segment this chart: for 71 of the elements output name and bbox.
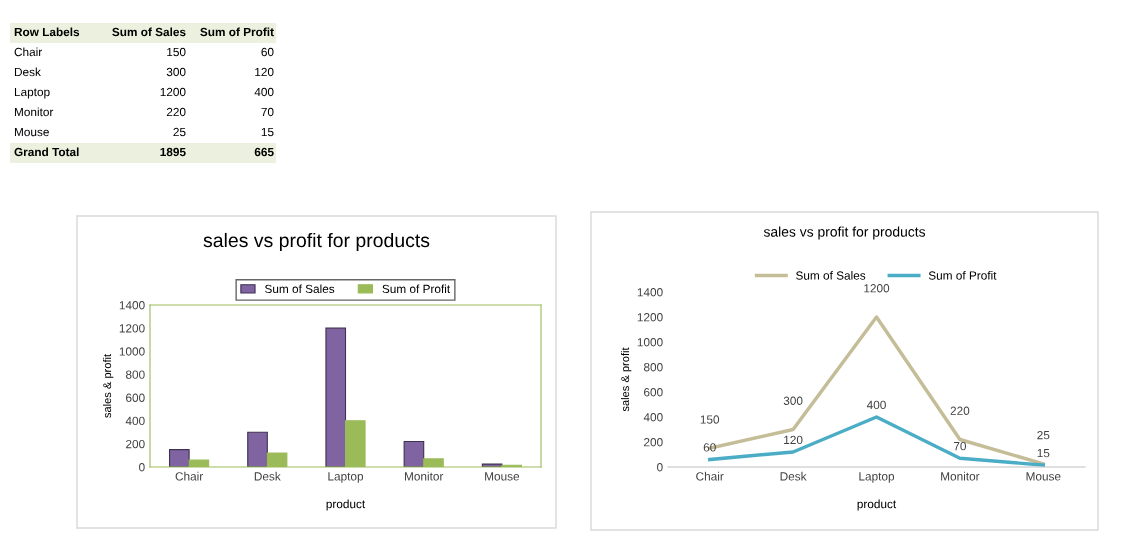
text: Monitor	[14, 107, 54, 117]
data-label: 400	[866, 400, 886, 410]
text: 300	[166, 67, 186, 77]
x-tick-label: Chair	[175, 471, 204, 481]
y-tick-label: 800	[125, 370, 145, 379]
x-tick-label: Monitor	[404, 471, 444, 481]
data-label: 220	[950, 406, 970, 415]
x-tick-label: Mouse	[1026, 472, 1061, 481]
text: 15	[261, 127, 274, 137]
text: 1895	[160, 147, 186, 157]
text: 1200	[160, 87, 186, 97]
text: Laptop	[14, 87, 50, 99]
x-tick-label: Chair	[696, 471, 724, 481]
data-label: 150	[700, 415, 720, 424]
text: 220	[166, 107, 186, 117]
y-tick-label: 1000	[637, 338, 663, 347]
text: 150	[167, 47, 186, 57]
y-tick-label: 600	[126, 393, 145, 402]
y-tick-label: 1400	[119, 301, 145, 310]
bar	[168, 449, 190, 467]
legend-label: Sum of Sales	[796, 271, 866, 280]
y-tick-label: 1200	[119, 324, 145, 333]
data-label: 1200	[864, 284, 890, 293]
y-tick-label: 1200	[637, 313, 663, 322]
y-axis-title: sales & profit	[102, 353, 114, 418]
x-tick-label: Monitor	[941, 471, 980, 481]
text: 25	[173, 127, 186, 137]
text: Desk	[14, 67, 41, 77]
x-axis-title: product	[326, 499, 366, 511]
y-tick-label: 600	[644, 388, 663, 397]
data-label: 25	[1037, 430, 1050, 440]
x-tick-label: Laptop	[859, 472, 895, 483]
y-tick-label: 1400	[637, 288, 663, 297]
text: 60	[261, 47, 274, 57]
y-tick-label: 400	[125, 416, 145, 426]
y-tick-label: 800	[643, 363, 663, 372]
legend-label: Sum of Profit	[382, 284, 451, 294]
legend-label: Sum of Sales	[265, 284, 335, 294]
chart-title: sales vs profit for products	[203, 232, 430, 252]
text: Grand Total	[14, 147, 79, 157]
x-tick-label: Desk	[254, 471, 281, 481]
y-tick-label: 200	[126, 439, 145, 449]
y-tick-label: 0	[139, 463, 145, 472]
data-label: 15	[1037, 449, 1050, 458]
text: Chair	[14, 47, 43, 57]
bar	[403, 440, 425, 467]
y-tick-label: 1000	[119, 347, 145, 356]
text: Sum of Sales	[112, 27, 186, 37]
x-tick-label: Desk	[780, 471, 807, 481]
chart-title: sales vs profit for products	[763, 226, 926, 240]
data-label: 300	[783, 396, 803, 405]
text: 70	[261, 107, 274, 117]
y-axis-title: sales & profit	[620, 347, 632, 412]
bar	[325, 327, 347, 467]
data-label: 120	[784, 435, 803, 445]
y-tick-label: 200	[644, 438, 663, 447]
text: 665	[254, 147, 274, 157]
text: Sum of Profit	[200, 27, 274, 37]
text: Row Labels	[14, 27, 80, 37]
text: Mouse	[14, 127, 49, 137]
text: 120	[255, 67, 274, 77]
data-label: 70	[953, 442, 966, 451]
text: 400	[254, 87, 274, 97]
x-axis-title: product	[857, 499, 897, 511]
x-tick-label: Laptop	[328, 472, 364, 483]
legend-label: Sum of Profit	[928, 271, 997, 280]
y-tick-label: 400	[643, 413, 663, 422]
x-tick-label: Mouse	[485, 472, 520, 481]
data-label: 60	[703, 443, 716, 452]
bar	[247, 431, 268, 467]
y-tick-label: 0	[657, 463, 663, 472]
